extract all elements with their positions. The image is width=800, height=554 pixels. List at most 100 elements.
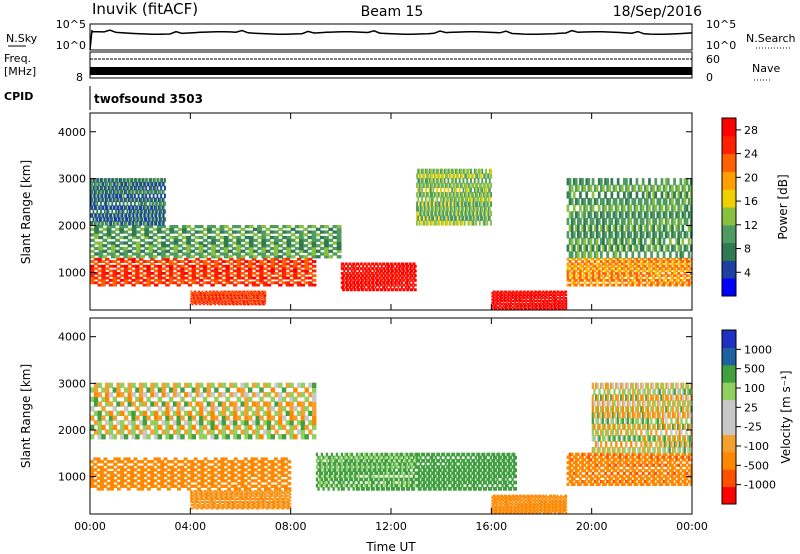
heatmap-cell — [442, 196, 445, 203]
heatmap-cell — [635, 257, 639, 261]
heatmap-cell — [495, 295, 497, 298]
heatmap-cell — [131, 213, 134, 218]
heatmap-cell — [492, 292, 495, 295]
heatmap-cell — [261, 290, 264, 293]
heatmap-cell — [120, 274, 125, 278]
heatmap-cell — [251, 281, 257, 285]
heatmap-cell — [202, 387, 208, 393]
heatmap-cell — [219, 230, 225, 234]
heatmap-cell — [364, 278, 367, 282]
heatmap-cell — [225, 434, 230, 440]
heatmap-cell — [270, 471, 275, 475]
heatmap-cell — [253, 300, 255, 302]
heatmap-cell — [195, 291, 198, 294]
heatmap-cell — [243, 303, 245, 306]
heatmap-cell — [169, 269, 174, 273]
heatmap-cell — [357, 283, 359, 287]
heatmap-cell — [585, 271, 589, 275]
heatmap-cell — [207, 227, 212, 231]
heatmap-cell — [202, 291, 205, 294]
heatmap-cell — [131, 225, 137, 229]
heatmap-cell — [497, 306, 500, 309]
heatmap-cell — [278, 415, 283, 421]
heatmap-cell — [116, 257, 121, 261]
heatmap-cell — [152, 178, 155, 183]
heatmap-cell — [293, 262, 298, 266]
heatmap-cell — [172, 262, 178, 266]
heatmap-cell — [246, 302, 249, 305]
heatmap-cell — [121, 205, 124, 210]
heatmap-cell — [211, 290, 214, 293]
heatmap-cell — [336, 227, 342, 231]
heatmap-cell — [248, 406, 253, 412]
heatmap-cell — [662, 281, 666, 285]
heatmap-cell — [135, 434, 140, 440]
heatmap-cell — [133, 484, 138, 488]
heatmap-cell — [180, 281, 185, 285]
heatmap-cell — [312, 264, 317, 268]
heatmap-cell — [443, 168, 446, 174]
heatmap-cell — [243, 297, 245, 300]
heatmap-cell — [449, 182, 452, 189]
heatmap-cell — [110, 217, 112, 222]
heatmap-cell — [490, 201, 492, 207]
heatmap-cell — [468, 201, 471, 207]
heatmap-cell — [169, 396, 174, 402]
heatmap-cell — [559, 301, 561, 304]
heatmap-cell — [585, 269, 589, 273]
heatmap-cell — [172, 281, 178, 285]
heatmap-cell — [666, 260, 670, 263]
heatmap-cell — [565, 303, 568, 306]
heatmap-cell — [120, 178, 122, 183]
heatmap-cell — [161, 235, 166, 240]
heatmap-cell — [658, 211, 662, 219]
heatmap-cell — [523, 300, 526, 303]
heatmap-cell — [683, 198, 687, 206]
heatmap-cell — [442, 173, 445, 179]
heatmap-cell — [202, 255, 208, 259]
heatmap-cell — [360, 276, 363, 280]
heatmap-cell — [200, 481, 205, 486]
heatmap-cell — [145, 209, 148, 214]
heatmap-cell — [217, 420, 223, 426]
heatmap-cell — [130, 217, 132, 222]
heatmap-cell — [249, 291, 252, 294]
heatmap-cell — [527, 300, 530, 303]
heatmap-cell — [515, 300, 518, 303]
heatmap-cell — [233, 415, 238, 421]
heatmap-cell — [285, 281, 290, 285]
heatmap-cell — [278, 392, 283, 398]
heatmap-cell — [228, 290, 230, 293]
heatmap-cell — [376, 271, 378, 275]
heatmap-cell — [378, 281, 381, 285]
heatmap-cell — [456, 168, 459, 174]
heatmap-cell — [413, 264, 416, 268]
heatmap-cell — [263, 283, 268, 287]
heatmap-cell — [95, 205, 97, 210]
heatmap-cell — [416, 215, 418, 221]
heatmap-cell — [148, 246, 154, 251]
heatmap-cell — [206, 291, 209, 294]
heatmap-cell — [97, 392, 102, 398]
heatmap-cell — [353, 288, 356, 292]
heatmap-cell — [128, 213, 131, 218]
heatmap-cell — [105, 396, 110, 402]
heatmap-cell — [101, 434, 106, 440]
heatmap-cell — [108, 178, 111, 183]
heatmap-cell — [689, 217, 693, 226]
heatmap-cell — [157, 415, 163, 421]
heatmap-cell — [120, 481, 124, 486]
heatmap-cell — [304, 257, 309, 261]
heatmap-cell — [90, 227, 95, 231]
heatmap-cell — [349, 285, 352, 289]
nsky-label: N.Sky — [6, 32, 38, 45]
heatmap-cell — [554, 296, 556, 300]
heatmap-cell — [122, 178, 125, 183]
heatmap-cell — [253, 249, 258, 253]
heatmap-cell — [455, 168, 457, 174]
heatmap-cell — [233, 264, 238, 268]
heatmap-cell — [191, 294, 194, 296]
heatmap-cell — [180, 406, 185, 412]
heatmap-cell — [383, 278, 386, 282]
heatmap-cell — [223, 246, 229, 251]
